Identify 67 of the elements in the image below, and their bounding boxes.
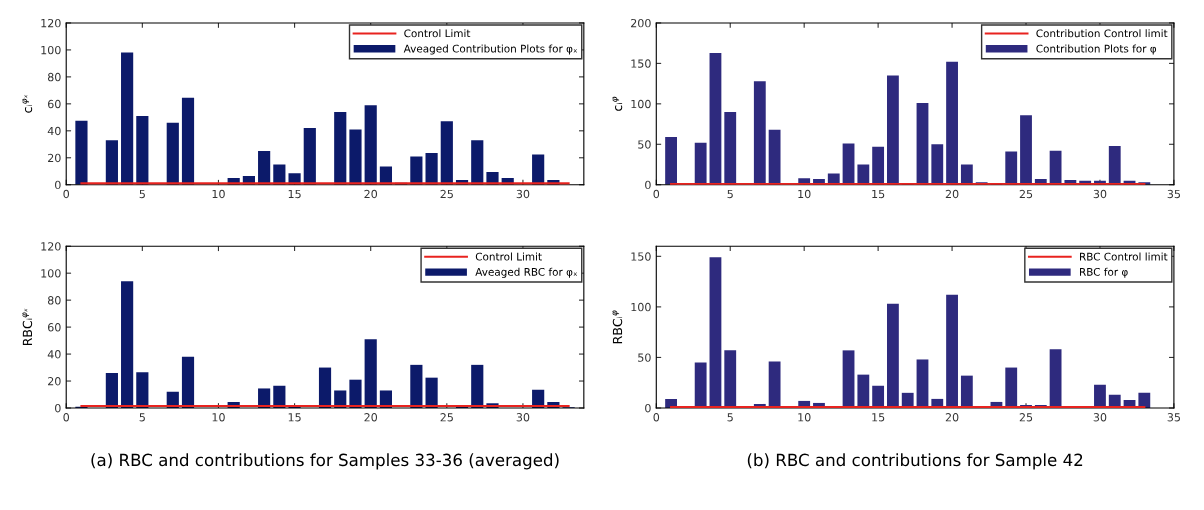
x-tick-label: 30 [1093,189,1107,199]
x-tick-label: 15 [872,189,885,199]
y-tick-label: 120 [41,18,61,28]
y-tick-label: 100 [41,269,61,278]
x-tick-label: 30 [516,189,530,199]
x-tick-label: 10 [212,413,225,422]
y-axis-title: RBCᵢ$^{φₓ}$ [22,308,33,346]
y-axis-title: cᵢ$^{φₓ}$ [22,94,33,113]
x-tick-label: 30 [516,413,530,422]
y-tick-label: 60 [48,323,61,332]
x-tick-label: 10 [212,189,225,199]
x-tick-label: 20 [945,413,959,422]
x-tick-label: 0 [63,189,70,199]
y-tick-label: 60 [48,99,61,109]
text: (b) RBC and contributions for Sample 42 [747,453,1083,470]
y-axis-title: RBCᵢ$^{φ}$ [612,310,623,344]
y-tick-label: 150 [631,59,651,68]
legend-label: Aveaged Contribution Plots for φₓ [403,44,578,55]
y-tick-label: 100 [631,302,651,312]
x-tick-label: 25 [1019,189,1033,199]
x-tick-label: 15 [872,413,885,422]
y-tick-label: 100 [41,45,61,55]
x-tick-label: 15 [288,189,301,199]
y-tick-label: 80 [47,296,61,305]
x-tick-label: 25 [1019,413,1033,422]
text: (a) RBC and contributions for Samples 33-36 (averaged) [91,453,559,470]
legend-label: RBC Control limit [1080,252,1168,261]
y-tick-label: 40 [47,126,61,136]
x-tick-label: 10 [798,189,811,199]
x-tick-label: 25 [440,413,453,422]
y-tick-label: 0 [645,180,651,190]
y-tick-label: 200 [631,18,651,28]
x-tick-label: 30 [1093,413,1107,422]
x-tick-label: 25 [440,189,453,199]
x-tick-label: 5 [727,413,733,422]
legend-label: RBC for φ [1080,267,1128,278]
x-tick-label: 5 [727,189,733,199]
x-tick-label: 0 [653,189,660,199]
legend-label: Control Limit [404,29,471,38]
y-tick-label: 100 [631,99,651,109]
y-tick-label: 40 [47,350,61,359]
x-tick-label: 10 [798,413,811,422]
x-tick-label: 20 [945,189,959,199]
legend-label: Aveaged RBC for φₓ [475,267,578,278]
x-tick-label: 5 [139,413,145,422]
legend-label: Contribution Control limit [1036,29,1168,38]
legend-label: Control Limit [475,252,542,261]
y-tick-label: 150 [631,252,651,261]
y-tick-label: 50 [638,353,651,362]
y-tick-label: 120 [41,242,61,251]
y-tick-label: 50 [638,140,651,149]
x-tick-label: 35 [1167,189,1180,199]
legend-label: Contribution Plots for φ [1036,44,1157,55]
x-tick-label: 5 [139,189,145,199]
x-tick-label: 20 [364,413,378,422]
y-tick-label: 0 [55,403,61,413]
y-axis-title: cᵢ$^{φ}$ [612,96,623,111]
y-tick-label: 80 [47,72,61,82]
y-tick-label: 0 [55,180,61,190]
y-tick-label: 0 [645,403,651,413]
x-tick-label: 20 [364,189,378,199]
x-tick-label: 15 [288,413,301,422]
x-tick-label: 35 [1167,413,1180,422]
x-tick-label: 0 [653,413,660,422]
y-tick-label: 20 [48,377,61,386]
y-tick-label: 20 [48,153,61,163]
x-tick-label: 0 [63,413,70,422]
